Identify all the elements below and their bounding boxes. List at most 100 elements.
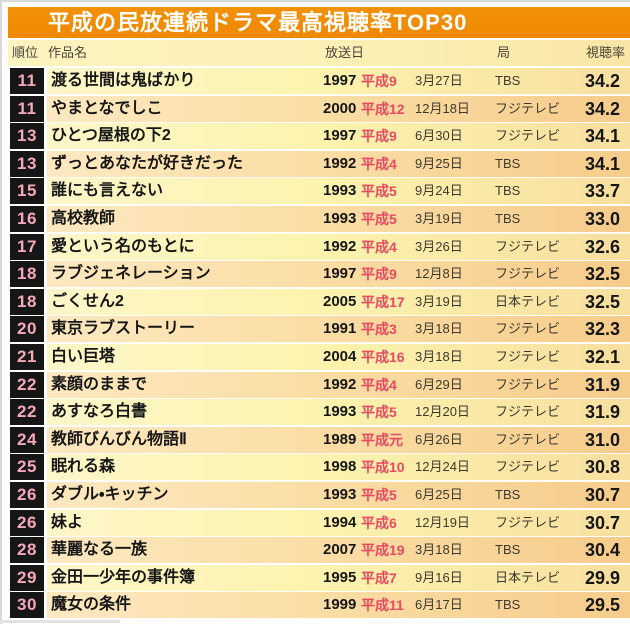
drama-title: 渡る世間は鬼ばかり — [51, 72, 196, 89]
tv-station: TBS — [495, 183, 521, 199]
air-year: 1994 — [323, 513, 357, 531]
air-year: 1989 — [323, 430, 357, 448]
air-year: 2004 — [323, 347, 357, 365]
rating-value: 33.0 — [584, 208, 620, 229]
air-date: 9月25日 — [415, 155, 463, 171]
era-year: 平成16 — [361, 348, 405, 365]
table-row: 22 素顔のままで 1992 平成4 6月29日 フジテレビ 31.9 — [8, 371, 630, 398]
tv-station: フジテレビ — [495, 431, 561, 447]
rank-badge: 13 — [10, 150, 44, 177]
table-row: 21 白い巨塔 2004 平成16 3月18日 フジテレビ 32.1 — [8, 343, 630, 370]
air-year: 1993 — [323, 209, 357, 227]
tv-station: TBS — [495, 486, 521, 502]
air-date: 9月24日 — [415, 183, 463, 199]
table-row: 13 ひとつ屋根の下2 1997 平成9 6月30日 フジテレビ 34.1 — [8, 123, 630, 150]
table-row: 30 魔女の条件 1999 平成11 6月17日 TBS 29.5 — [8, 592, 630, 619]
drama-title: ラブジェネレーション — [51, 265, 211, 283]
tv-station: フジテレビ — [495, 128, 561, 144]
era-year: 平成9 — [361, 266, 397, 283]
air-date: 3月19日 — [415, 210, 463, 226]
rank-badge: 22 — [10, 371, 44, 398]
rank-badge: 11 — [10, 68, 44, 94]
table-row: 26 ダブル・キッチン 1993 平成5 6月25日 TBS 30.7 — [8, 481, 630, 508]
air-date: 9月16日 — [415, 569, 463, 585]
tv-station: TBS — [495, 155, 521, 171]
rating-value: 33.7 — [584, 181, 620, 202]
air-year: 1991 — [323, 320, 357, 338]
air-date: 6月25日 — [415, 486, 463, 502]
era-year: 平成9 — [361, 73, 397, 89]
tv-station: フジテレビ — [495, 100, 561, 116]
air-year: 1998 — [323, 458, 357, 476]
rank-badge: 18 — [10, 288, 44, 315]
bottom-edge-shadow — [0, 620, 120, 623]
tv-station: フジテレビ — [495, 514, 561, 530]
drama-title: 愛という名のもとに — [51, 237, 195, 255]
table-row: 18 ラブジェネレーション 1997 平成9 12月8日 フジテレビ 32.5 — [8, 261, 630, 288]
table-body: 11 渡る世間は鬼ばかり 1997 平成9 3月27日 TBS 34.2 11 … — [8, 68, 630, 620]
era-year: 平成10 — [361, 459, 405, 476]
era-year: 平成17 — [361, 293, 405, 310]
top-edge-line — [0, 0, 630, 2]
air-year: 1993 — [323, 485, 357, 503]
era-year: 平成4 — [361, 238, 397, 255]
rating-value: 34.1 — [584, 126, 620, 147]
air-year: 2005 — [323, 292, 357, 310]
rank-badge: 26 — [10, 509, 44, 536]
table-row: 20 東京ラブストーリー 1991 平成3 3月18日 フジテレビ 32.3 — [8, 316, 630, 343]
row-band: あすなろ白書 1993 平成5 12月20日 フジテレビ 31.9 — [47, 399, 630, 426]
row-band: 渡る世間は鬼ばかり 1997 平成9 3月27日 TBS 34.2 — [47, 68, 630, 94]
drama-title: ダブル・キッチン — [51, 485, 169, 503]
rating-value: 32.3 — [584, 319, 620, 340]
row-band: 妹よ 1994 平成6 12月19日 フジテレビ 30.7 — [47, 509, 630, 536]
left-edge-line — [0, 0, 2, 624]
rank-badge: 30 — [10, 592, 44, 619]
row-band: 魔女の条件 1999 平成11 6月17日 TBS 29.5 — [47, 592, 630, 619]
table-row: 13 ずっとあなたが好きだった 1992 平成4 9月25日 TBS 34.1 — [8, 150, 630, 177]
air-date: 12月8日 — [415, 266, 463, 282]
rating-value: 30.7 — [584, 484, 620, 505]
drama-title: 眠れる森 — [51, 458, 116, 476]
table-row: 22 あすなろ白書 1993 平成5 12月20日 フジテレビ 31.9 — [8, 399, 630, 426]
tv-station: フジテレビ — [495, 459, 561, 475]
column-header-date: 放送日 — [325, 45, 365, 60]
row-band: ラブジェネレーション 1997 平成9 12月8日 フジテレビ 32.5 — [47, 261, 630, 288]
era-year: 平成19 — [361, 542, 405, 559]
table-header-row: 順位 作品名 放送日 局 視聴率 — [8, 40, 630, 66]
air-year: 2007 — [323, 541, 357, 559]
tv-station: 日本テレビ — [495, 569, 561, 585]
tv-station: 日本テレビ — [495, 293, 561, 309]
rating-value: 34.1 — [584, 153, 620, 174]
row-band: やまとなでしこ 2000 平成12 12月18日 フジテレビ 34.2 — [47, 95, 630, 122]
rating-value: 34.2 — [584, 71, 620, 91]
column-header-rank: 順位 — [12, 45, 39, 60]
drama-title: やまとなでしこ — [51, 99, 163, 117]
table-row: 16 高校教師 1993 平成5 3月19日 TBS 33.0 — [8, 205, 630, 232]
air-year: 1995 — [323, 568, 357, 586]
table-row: 26 妹よ 1994 平成6 12月19日 フジテレビ 30.7 — [8, 509, 630, 536]
air-year: 1993 — [323, 182, 357, 200]
rating-value: 30.7 — [584, 512, 620, 533]
rating-value: 32.5 — [584, 291, 620, 312]
era-year: 平成11 — [361, 597, 404, 614]
air-date: 3月26日 — [415, 238, 463, 254]
rating-value: 30.8 — [584, 457, 620, 478]
drama-title: ずっとあなたが好きだった — [51, 154, 244, 172]
rank-badge: 16 — [10, 205, 44, 232]
rank-badge: 28 — [10, 537, 44, 564]
air-year: 1997 — [323, 265, 357, 283]
drama-title: あすなろ白書 — [51, 403, 148, 421]
era-year: 平成5 — [361, 404, 397, 421]
column-header-rating: 視聴率 — [585, 45, 625, 60]
rating-value: 32.6 — [584, 236, 620, 257]
era-year: 平成5 — [361, 210, 397, 227]
rank-badge: 18 — [10, 261, 44, 288]
rating-value: 30.4 — [584, 540, 620, 561]
air-year: 1992 — [323, 237, 357, 255]
title-bar: 平成の民放連続ドラマ最高視聴率TOP30 — [8, 7, 630, 38]
rating-value: 31.9 — [584, 402, 620, 423]
air-date: 6月29日 — [415, 376, 463, 392]
era-year: 平成3 — [361, 321, 397, 338]
rank-badge: 17 — [10, 233, 44, 260]
air-date: 6月17日 — [415, 597, 463, 613]
